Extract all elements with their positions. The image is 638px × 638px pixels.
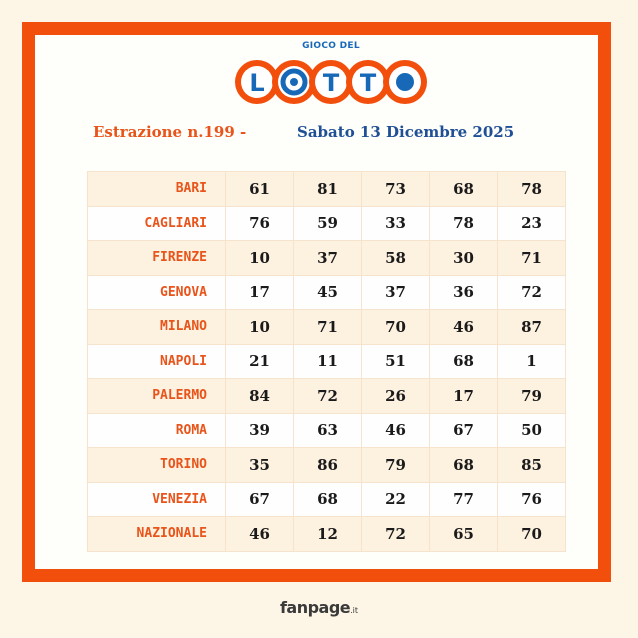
table-row: MILANO 10 71 70 46 87: [87, 309, 566, 345]
table-row: PALERMO 84 72 26 17 79: [87, 378, 566, 414]
drawn-number: 84: [225, 378, 294, 414]
drawn-number: 85: [497, 447, 566, 483]
table-row: TORINO 35 86 79 68 85: [87, 447, 566, 483]
table-row: NAPOLI 21 11 51 68 1: [87, 343, 566, 379]
drawn-number: 59: [293, 205, 362, 241]
drawn-number: 17: [429, 378, 498, 414]
drawn-number: 76: [225, 205, 294, 241]
table-row: FIRENZE 10 37 58 30 71: [87, 240, 566, 276]
drawn-number: 65: [429, 516, 498, 552]
city-name: FIRENZE: [87, 240, 226, 276]
city-name: GENOVA: [87, 274, 226, 310]
drawn-number: 81: [293, 171, 362, 207]
drawn-number: 79: [497, 378, 566, 414]
drawn-number: 68: [429, 343, 498, 379]
table-row: NAZIONALE 46 12 72 65 70: [87, 516, 566, 552]
drawn-number: 39: [225, 412, 294, 448]
result-card: GIOCO DEL L T T Estrazione n.199 - Sab: [22, 22, 611, 582]
drawn-number: 17: [225, 274, 294, 310]
drawn-number: 71: [293, 309, 362, 345]
draw-number: Estrazione n.199 -: [93, 123, 247, 141]
drawn-number: 73: [361, 171, 430, 207]
lotto-wordmark-icon: L T T: [235, 60, 427, 104]
drawn-number: 68: [293, 481, 362, 517]
city-name: TORINO: [87, 447, 226, 483]
drawn-number: 22: [361, 481, 430, 517]
table-row: ROMA 39 63 46 67 50: [87, 412, 566, 448]
drawn-number: 72: [361, 516, 430, 552]
drawn-number: 12: [293, 516, 362, 552]
drawn-number: 61: [225, 171, 294, 207]
drawn-number: 23: [497, 205, 566, 241]
drawn-number: 76: [497, 481, 566, 517]
drawn-number: 45: [293, 274, 362, 310]
drawn-number: 33: [361, 205, 430, 241]
table-row: CAGLIARI 76 59 33 78 23: [87, 205, 566, 241]
city-name: VENEZIA: [87, 481, 226, 517]
logo-letter-l: L: [249, 69, 264, 97]
drawn-number: 63: [293, 412, 362, 448]
drawn-number: 51: [361, 343, 430, 379]
brand-tld: .it: [350, 606, 359, 615]
drawn-number: 26: [361, 378, 430, 414]
city-name: BARI: [87, 171, 226, 207]
table-row: VENEZIA 67 68 22 77 76: [87, 481, 566, 517]
drawn-number: 46: [361, 412, 430, 448]
city-name: NAPOLI: [87, 343, 226, 379]
drawn-number: 10: [225, 240, 294, 276]
table-row: BARI 61 81 73 68 78: [87, 171, 566, 207]
drawn-number: 70: [497, 516, 566, 552]
draw-date: Sabato 13 Dicembre 2025: [297, 123, 515, 141]
drawn-number: 67: [225, 481, 294, 517]
drawn-number: 10: [225, 309, 294, 345]
city-name: CAGLIARI: [87, 205, 226, 241]
drawn-number: 78: [497, 171, 566, 207]
drawn-number: 37: [293, 240, 362, 276]
drawn-number: 87: [497, 309, 566, 345]
drawn-number: 72: [497, 274, 566, 310]
city-name: MILANO: [87, 309, 226, 345]
drawn-number: 11: [293, 343, 362, 379]
logo-letter-t2: T: [360, 69, 377, 97]
brand-name: fanpage: [279, 598, 351, 617]
lotto-logo: GIOCO DEL L T T: [233, 41, 429, 111]
table-row: GENOVA 17 45 37 36 72: [87, 274, 566, 310]
drawn-number: 30: [429, 240, 498, 276]
drawn-number: 36: [429, 274, 498, 310]
city-name: PALERMO: [87, 378, 226, 414]
drawn-number: 1: [497, 343, 566, 379]
logo-small-text: GIOCO DEL: [302, 41, 360, 51]
drawn-number: 35: [225, 447, 294, 483]
fanpage-logo: fanpage.it: [0, 598, 638, 617]
drawn-number: 50: [497, 412, 566, 448]
drawn-number: 72: [293, 378, 362, 414]
drawn-number: 67: [429, 412, 498, 448]
drawn-number: 77: [429, 481, 498, 517]
city-name: NAZIONALE: [87, 516, 226, 552]
drawn-number: 46: [225, 516, 294, 552]
drawn-number: 71: [497, 240, 566, 276]
drawn-number: 37: [361, 274, 430, 310]
drawn-number: 78: [429, 205, 498, 241]
drawn-number: 70: [361, 309, 430, 345]
drawn-number: 68: [429, 171, 498, 207]
drawn-number: 79: [361, 447, 430, 483]
drawn-number: 68: [429, 447, 498, 483]
logo-letter-t1: T: [323, 69, 340, 97]
drawn-number: 21: [225, 343, 294, 379]
results-table: BARI 61 81 73 68 78 CAGLIARI 76 59 33 78 23 FIRENZE 1…: [87, 171, 566, 552]
drawn-number: 58: [361, 240, 430, 276]
drawn-number: 46: [429, 309, 498, 345]
drawn-number: 86: [293, 447, 362, 483]
city-name: ROMA: [87, 412, 226, 448]
